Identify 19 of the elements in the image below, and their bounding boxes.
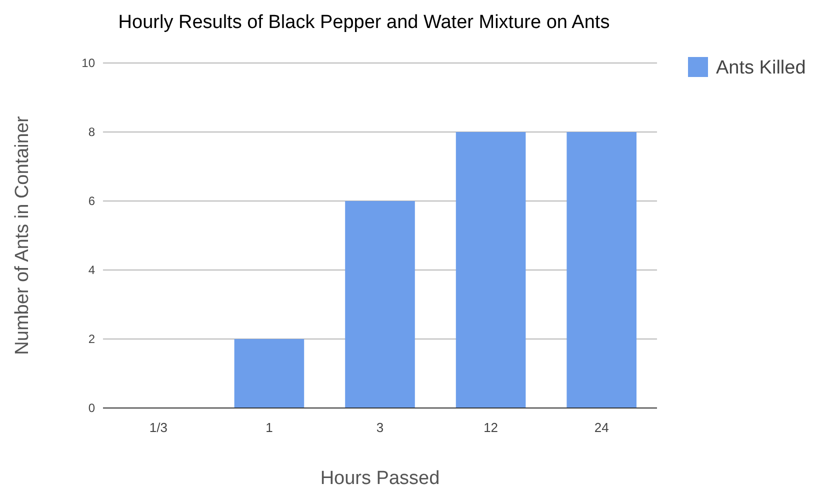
bar (345, 201, 415, 408)
y-axis-title: Number of Ants in Container (12, 115, 33, 355)
x-tick-label: 1 (266, 420, 273, 435)
bar (456, 132, 526, 408)
y-tick-label: 6 (88, 194, 96, 208)
x-tick-label: 12 (484, 420, 498, 435)
bar (234, 339, 304, 408)
bar (566, 132, 636, 408)
y-tick-label: 0 (88, 401, 96, 416)
y-tick-label: 2 (88, 332, 96, 346)
x-tick-label: 1/3 (149, 420, 168, 435)
x-axis-title: Hours Passed (320, 468, 440, 489)
legend-label: Ants Killed (716, 58, 806, 79)
y-tick-label: 10 (82, 56, 96, 70)
y-tick-label: 8 (88, 125, 96, 140)
x-tick-label: 24 (594, 420, 609, 435)
chart-title: Hourly Results of Black Pepper and Water Mixture on Ants (118, 12, 610, 33)
y-tick-label: 4 (88, 263, 96, 278)
x-tick-label: 3 (376, 420, 384, 435)
